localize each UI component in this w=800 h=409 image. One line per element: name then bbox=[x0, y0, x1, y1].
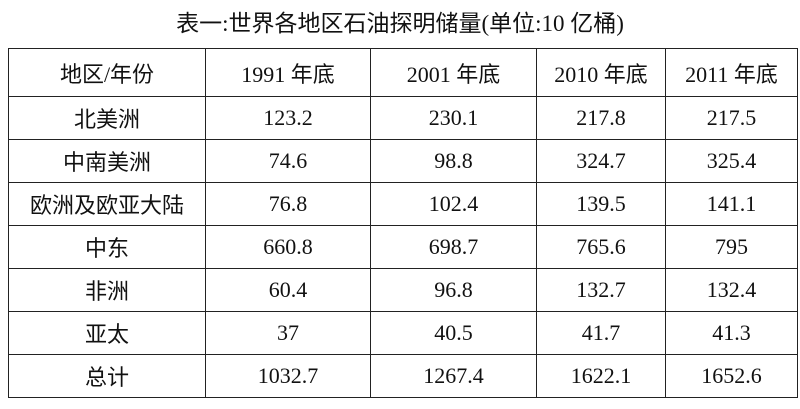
value-cell: 123.2 bbox=[205, 96, 371, 140]
value-cell: 132.4 bbox=[665, 268, 798, 312]
table-row: 中南美洲 74.6 98.8 324.7 325.4 bbox=[8, 139, 798, 183]
header-cell: 地区/年份 bbox=[8, 48, 206, 97]
table-row: 中东 660.8 698.7 765.6 795 bbox=[8, 225, 798, 269]
value-cell: 37 bbox=[205, 311, 371, 355]
value-cell: 325.4 bbox=[665, 139, 798, 183]
value-cell: 1267.4 bbox=[370, 354, 537, 398]
region-cell: 非洲 bbox=[8, 268, 206, 312]
value-cell: 40.5 bbox=[370, 311, 537, 355]
region-cell: 总计 bbox=[8, 354, 206, 398]
header-cell: 2010 年底 bbox=[536, 48, 666, 97]
value-cell: 660.8 bbox=[205, 225, 371, 269]
value-cell: 132.7 bbox=[536, 268, 666, 312]
value-cell: 698.7 bbox=[370, 225, 537, 269]
data-table: 地区/年份 1991 年底 2001 年底 2010 年底 2011 年底 北美洲 123.… bbox=[8, 48, 798, 398]
value-cell: 139.5 bbox=[536, 182, 666, 226]
value-cell: 1652.6 bbox=[665, 354, 798, 398]
value-cell: 1622.1 bbox=[536, 354, 666, 398]
value-cell: 60.4 bbox=[205, 268, 371, 312]
value-cell: 217.5 bbox=[665, 96, 798, 140]
region-cell: 亚太 bbox=[8, 311, 206, 355]
value-cell: 41.3 bbox=[665, 311, 798, 355]
value-cell: 96.8 bbox=[370, 268, 537, 312]
table-row: 亚太 37 40.5 41.7 41.3 bbox=[8, 311, 798, 355]
table-row: 北美洲 123.2 230.1 217.8 217.5 bbox=[8, 96, 798, 140]
value-cell: 765.6 bbox=[536, 225, 666, 269]
value-cell: 217.8 bbox=[536, 96, 666, 140]
region-cell: 欧洲及欧亚大陆 bbox=[8, 182, 206, 226]
table-row: 非洲 60.4 96.8 132.7 132.4 bbox=[8, 268, 798, 312]
region-cell: 中东 bbox=[8, 225, 206, 269]
value-cell: 324.7 bbox=[536, 139, 666, 183]
value-cell: 795 bbox=[665, 225, 798, 269]
value-cell: 98.8 bbox=[370, 139, 537, 183]
value-cell: 76.8 bbox=[205, 182, 371, 226]
table-row: 总计 1032.7 1267.4 1622.1 1652.6 bbox=[8, 354, 798, 398]
value-cell: 41.7 bbox=[536, 311, 666, 355]
value-cell: 74.6 bbox=[205, 139, 371, 183]
value-cell: 1032.7 bbox=[205, 354, 371, 398]
value-cell: 102.4 bbox=[370, 182, 537, 226]
header-cell: 2011 年底 bbox=[665, 48, 798, 97]
header-cell: 2001 年底 bbox=[370, 48, 537, 97]
region-cell: 中南美洲 bbox=[8, 139, 206, 183]
header-cell: 1991 年底 bbox=[205, 48, 371, 97]
table-title: 表一:世界各地区石油探明储量(单位:10 亿桶) bbox=[176, 11, 624, 36]
table-row: 欧洲及欧亚大陆 76.8 102.4 139.5 141.1 bbox=[8, 182, 798, 226]
value-cell: 230.1 bbox=[370, 96, 537, 140]
header-row: 地区/年份 1991 年底 2001 年底 2010 年底 2011 年底 bbox=[8, 48, 798, 97]
value-cell: 141.1 bbox=[665, 182, 798, 226]
region-cell: 北美洲 bbox=[8, 96, 206, 140]
